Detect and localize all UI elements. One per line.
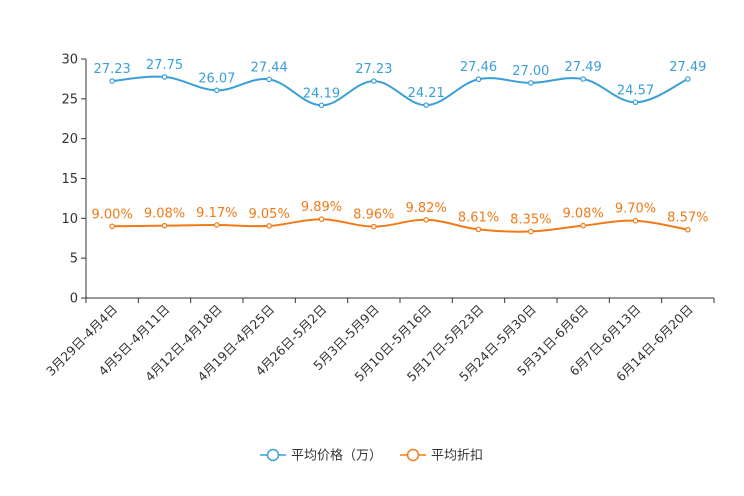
y-axis: 0 5 10 15 20 25 30 [61,53,87,307]
data-label: 24.21 [408,86,445,101]
data-point [632,99,639,106]
data-label: 9.89% [301,200,342,215]
y-tick-label: 0 [70,292,78,307]
data-point [371,223,377,230]
data-label: 27.23 [355,62,392,77]
data-point [214,87,220,94]
data-label: 27.75 [146,58,183,73]
data-point [214,222,220,228]
data-label: 26.07 [198,71,235,86]
data-label: 27.44 [251,60,288,75]
data-point [266,76,272,83]
data-label: 9.70% [615,202,656,217]
data-label: 27.00 [512,64,549,79]
y-tick-label: 20 [61,132,78,147]
x-axis: 3月29日-4月4日4月5日-4月11日4月12日-4月18日4月19日-4月2… [43,297,715,384]
series-0: 27.23 27.75 26.07 27.44 24.19 27.23 24.21 27.46… [94,58,706,109]
series-layer: 27.23 27.75 26.07 27.44 24.19 27.23 24.21 27.46… [92,58,708,235]
legend-marker-icon [266,448,280,462]
data-label: 27.46 [460,60,497,75]
data-label: 9.08% [144,207,185,222]
data-point [423,216,429,223]
series-line [112,218,689,233]
legend-marker-icon [406,448,420,462]
data-point [423,102,429,108]
data-label: 8.35% [510,212,551,227]
data-label: 9.82% [406,201,447,216]
data-point [685,76,691,82]
data-label: 24.57 [617,83,654,98]
data-label: 9.05% [249,207,290,222]
data-point [632,217,639,224]
data-point [528,228,534,235]
data-point [161,74,168,80]
data-point [318,216,325,223]
y-tick-label: 30 [61,53,78,68]
y-tick-label: 25 [61,92,78,107]
data-point [475,76,482,83]
legend-item-0: 平均价格（万） [260,448,382,464]
legend: 平均价格（万） 平均折扣 [260,448,483,464]
data-label: 27.23 [94,62,131,77]
series-1: 9.00% 9.08% 9.17% 9.05% 9.89% 8.96% 9.82% 8.61%… [92,200,708,235]
data-point [528,80,534,86]
data-point [318,102,325,109]
data-label: 24.19 [303,86,340,101]
data-point [580,222,586,229]
legend-label: 平均价格（万） [291,448,382,464]
data-label: 8.96% [353,208,394,223]
data-label: 9.17% [196,206,237,221]
data-label: 9.08% [563,207,604,222]
data-label: 27.49 [669,60,706,75]
data-label: 9.00% [92,207,133,222]
data-point [475,226,482,233]
data-point [161,222,168,229]
data-point [580,76,586,82]
y-tick-label: 5 [70,252,78,267]
legend-label: 平均折扣 [431,449,483,464]
data-point [685,226,691,233]
data-point [371,78,377,84]
y-tick-label: 10 [61,212,78,227]
data-point [109,223,115,230]
legend-item-1: 平均折扣 [400,449,483,464]
data-label: 8.61% [458,210,499,225]
y-tick-label: 15 [61,172,78,187]
data-point [266,223,272,229]
data-label: 8.57% [667,211,708,226]
data-point [109,78,115,84]
data-label: 27.49 [565,60,602,75]
